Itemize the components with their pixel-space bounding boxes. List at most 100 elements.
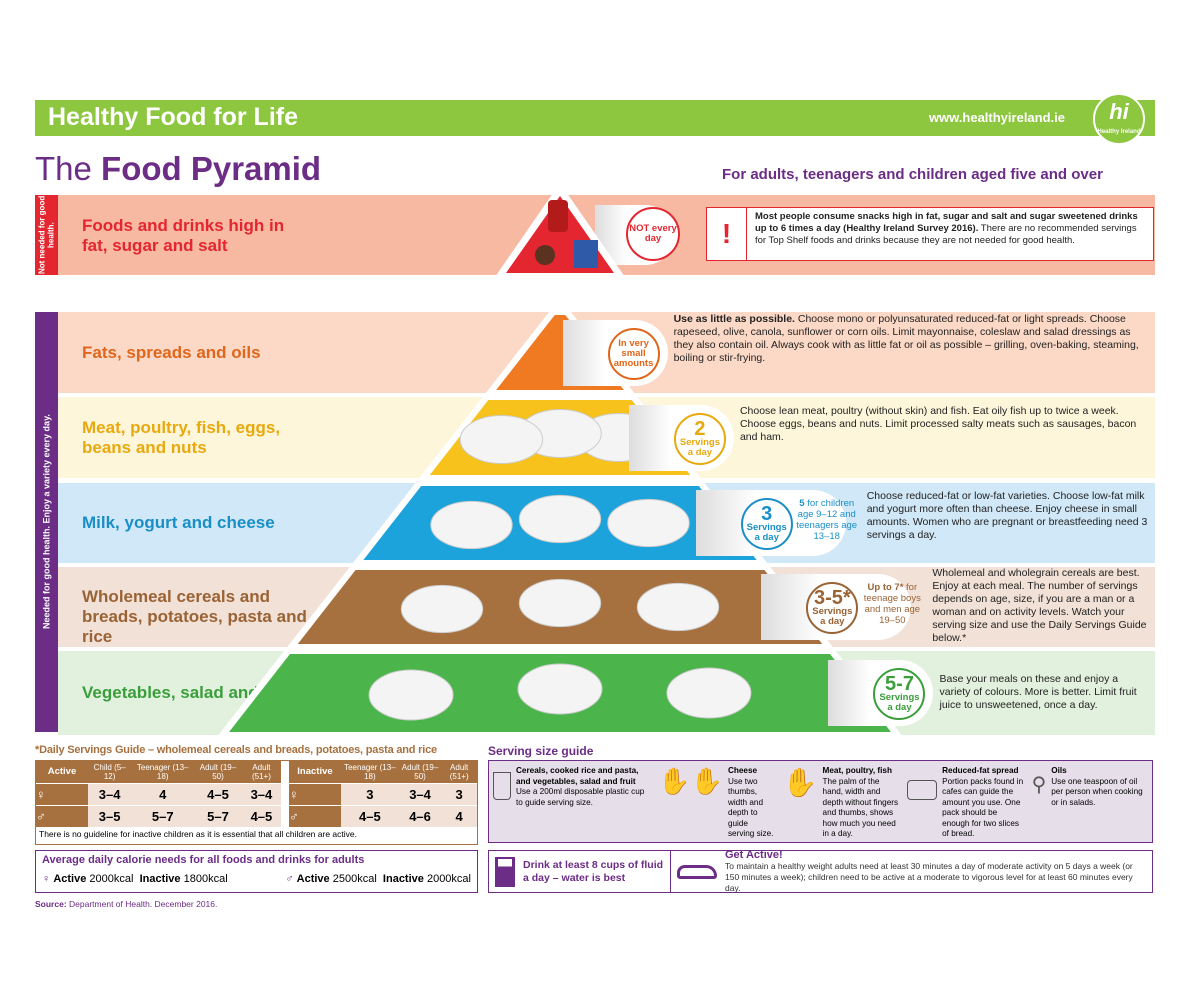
column-header: Teenager (13–18) (136, 762, 189, 781)
serving-size-guide: Cereals, cooked rice and pasta, and vege… (488, 760, 1153, 843)
column-header: Teenager (13–18) (344, 762, 396, 781)
table-cell: 5–7 (131, 805, 195, 827)
alert-icon: ! (707, 208, 747, 260)
desc-text: Wholemeal and wholegrain cereals are bes… (932, 567, 1147, 644)
female-icon: ♀ (289, 783, 341, 805)
desc-text: Choose lean meat, poultry (without skin)… (739, 404, 1137, 443)
item-text: Use a 200ml disposable plastic cup to gu… (516, 787, 645, 807)
active-header: Active (47, 766, 77, 778)
servings-text: Servings a day (879, 692, 920, 713)
title-prefix: The (35, 150, 92, 187)
alert-text: There are no recommended servings for To… (755, 223, 1137, 246)
title-main: Food Pyramid (101, 150, 322, 187)
spoon-icon: ⚲ (1031, 774, 1047, 796)
tier-description: Base your meals on these and enjoy a var… (939, 673, 1150, 712)
tier-label: Milk, yogurt and cheese (82, 513, 275, 532)
desc-bold: Use as little as possible. (673, 312, 795, 325)
table-cell: 4–5 (241, 805, 281, 827)
table-cell: 4 (131, 783, 195, 805)
source-text: Department of Health. December 2016. (66, 899, 218, 909)
servings-number: 5-7 (885, 673, 914, 695)
tier-description: Choose lean meat, poultry (without skin)… (740, 405, 1150, 444)
column-header: Adult (19–50) (401, 762, 439, 781)
cup-icon (493, 766, 511, 837)
header-title: Healthy Food for Life (48, 103, 298, 131)
food-plate (518, 578, 602, 628)
female-icon: ♀ (36, 783, 88, 805)
calorie-female: ♀ Active 2000kcal Inactive 1800kcal (42, 873, 228, 885)
tier-label: Fats, spreads and oils (82, 342, 261, 362)
tier-label: Vegetables, salad and fruit (82, 683, 297, 702)
tier-label: Wholemeal cereals and breads, potatoes, … (82, 587, 307, 646)
table-cell: 3–4 (88, 783, 132, 805)
food-plate (607, 498, 690, 548)
servings-note: There is no guideline for inactive child… (39, 829, 357, 839)
value: 2500kcal (332, 873, 377, 885)
table-row: ♀ 3–4 4 4–5 3–4 (36, 783, 281, 805)
serving-size-item: ⚲ Oils Use one teaspoon of oil per person … (1028, 761, 1152, 842)
inactive-header: Inactive (297, 766, 333, 778)
label: Inactive (382, 873, 424, 885)
drink-text: Drink at least 8 cups of fluid a day – w… (523, 858, 664, 884)
serving-size-item: Reduced-fat spread Portion packs found in… (903, 761, 1027, 842)
glass-icon (495, 856, 515, 887)
servings-number: 3-5* (813, 587, 851, 609)
serving-size-title: Serving size guide (488, 744, 594, 758)
servings-guide-table: Active Child (5–12) Teenager (13–18) Adult … (35, 760, 478, 845)
extra-bold: 5 (799, 498, 805, 509)
servings-text: Servings a day (746, 522, 787, 543)
crisps-icon (574, 240, 598, 268)
table-cell: 4–5 (194, 783, 242, 805)
spread-pack-icon (907, 766, 938, 837)
source-label: Source: (35, 899, 67, 909)
table-row: ♀ 3 3–4 3 (289, 783, 477, 805)
healthy-ireland-logo: hi Healthy Ireland (1093, 93, 1145, 145)
servings-text: Servings a day (679, 436, 720, 458)
servings-badge: 3-5* Servings a day (806, 582, 859, 634)
tier-description: Use as little as possible. Choose mono o… (674, 313, 1150, 365)
get-active-title: Get Active! (725, 849, 783, 861)
servings-extra: 5 for children age 9–12 and teenagers ag… (796, 498, 858, 542)
servings-badge: In very small amounts (607, 327, 660, 380)
table-cell: 3 (441, 783, 477, 805)
desc-text: Base your meals on these and enjoy a var… (939, 673, 1137, 711)
servings-extra: Up to 7* for teenage boys and men age 19… (861, 582, 923, 626)
food-plate (517, 663, 603, 715)
header-url[interactable]: www.healthyireland.ie (928, 110, 1065, 125)
serving-size-item: ✋ Meat, poultry, fish The palm of the hand… (779, 761, 903, 842)
item-title: Cheese (727, 766, 758, 775)
calorie-title: Average daily calorie needs for all food… (42, 854, 365, 866)
get-active-text: To maintain a healthy weight adults need… (725, 861, 1133, 893)
servings-number: 3 (761, 503, 773, 525)
servings-text: In very small amounts (613, 337, 654, 369)
table-cell: 3–4 (241, 783, 281, 805)
label: Inactive (139, 873, 181, 885)
value: 1800kcal (183, 873, 228, 885)
serving-size-item: Cereals, cooked rice and pasta, and vege… (489, 761, 654, 842)
item-title: Meat, poultry, fish (822, 766, 892, 775)
servings-badge: 3 Servings a day (740, 498, 793, 550)
item-title: Cereals, cooked rice and pasta, and vege… (516, 766, 639, 786)
table-cell: 5–7 (194, 805, 242, 827)
shoe-icon (677, 864, 717, 879)
table-cell: 4–6 (398, 805, 442, 827)
extra-text: for teenage boys and men age 19–50 (863, 582, 921, 626)
source: Source: Department of Health. December 2… (35, 899, 217, 909)
food-plate (636, 582, 720, 632)
servings-text: Servings a day (812, 606, 853, 627)
female-icon: ♀ (42, 873, 51, 885)
column-header: Child (5–12) (93, 762, 126, 781)
calorie-male: ♂ Active 2500kcal Inactive 2000kcal (285, 873, 471, 885)
not-every-day-badge: NOT every day (626, 207, 680, 261)
value: 2000kcal (89, 873, 134, 885)
item-text: Portion packs found in cafes can guide t… (942, 776, 1024, 839)
page-title: The Food Pyramid (35, 150, 321, 188)
extra-text: for children age 9–12 and teenagers age … (796, 498, 858, 542)
item-title: Reduced-fat spread (942, 766, 1019, 775)
calorie-box: Average daily calorie needs for all food… (35, 850, 478, 893)
table-cell: 3 (341, 783, 399, 805)
serving-size-item: ✋✋ Cheese Use two thumbs, width and depth … (654, 761, 778, 842)
drink-active-box: Drink at least 8 cups of fluid a day – w… (488, 849, 1153, 893)
two-hands-icon: ✋✋ (658, 766, 723, 796)
hand-icon: ✋ (782, 767, 818, 798)
